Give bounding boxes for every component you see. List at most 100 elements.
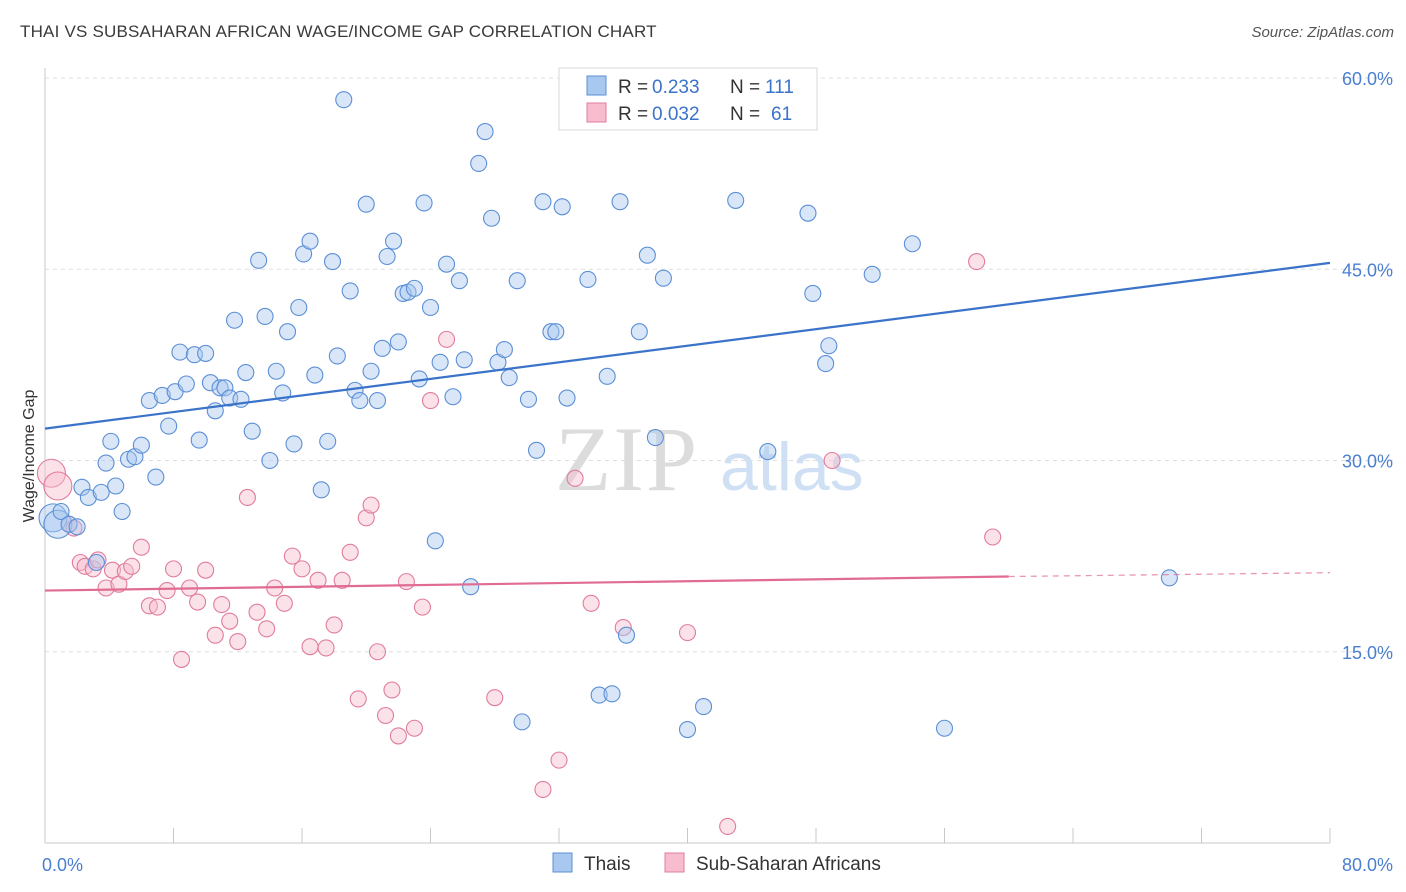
data-point: [319, 432, 337, 450]
watermark-atlas: atlas: [720, 429, 864, 505]
data-point: [450, 272, 468, 290]
data-point: [513, 713, 531, 731]
data-point: [323, 253, 342, 271]
data-point: [426, 532, 444, 550]
data-point: [89, 551, 107, 569]
data-point: [285, 435, 303, 453]
data-point: [863, 265, 881, 283]
data-point: [148, 598, 166, 616]
data-point: [984, 528, 1002, 546]
data-point: [158, 581, 176, 600]
data-point: [455, 351, 473, 369]
data-point: [341, 282, 359, 300]
data-point: [160, 417, 178, 435]
data-point: [317, 639, 335, 657]
trend-line: [44, 261, 1331, 430]
data-point: [368, 643, 387, 661]
data-point: [534, 193, 552, 211]
data-point: [102, 432, 120, 450]
data-point: [968, 253, 986, 271]
data-point: [413, 598, 432, 616]
y-tick-label: 60.0%: [1342, 69, 1393, 89]
series-subsaharan-points: [36, 253, 1002, 835]
y-axis-label: Wage/Income Gap: [21, 390, 38, 523]
data-point: [362, 362, 380, 380]
legend-r-label-thais: R =: [618, 77, 648, 98]
data-point: [389, 333, 407, 351]
data-point: [357, 509, 375, 527]
data-point: [903, 235, 921, 253]
data-point: [312, 481, 330, 499]
data-point: [103, 561, 122, 579]
x-tick-labels: 0.0% 80.0%: [42, 855, 1393, 875]
data-point: [383, 681, 401, 699]
data-point: [278, 323, 297, 341]
data-point: [508, 272, 526, 290]
data-point: [495, 341, 513, 359]
data-point: [678, 720, 697, 739]
data-point: [153, 386, 171, 405]
data-point: [237, 363, 255, 382]
data-point: [164, 560, 183, 578]
series-thais-points: [38, 91, 1178, 739]
data-point: [421, 392, 440, 410]
data-point: [759, 443, 777, 461]
data-point: [250, 251, 268, 269]
data-point: [256, 307, 274, 325]
data-point: [405, 279, 423, 297]
data-point: [500, 369, 518, 387]
correlation-legend: R = 0.233 N = 111 R = 0.032 N = 61: [558, 67, 818, 131]
data-point: [553, 198, 571, 216]
data-point: [333, 571, 351, 589]
data-point: [550, 751, 568, 769]
x-tick-label-min: 0.0%: [42, 855, 83, 875]
data-point: [438, 330, 456, 348]
data-point: [267, 362, 285, 380]
data-point: [486, 689, 504, 707]
bottom-legend-label-thais: Thais: [584, 854, 630, 875]
data-point: [373, 339, 391, 357]
data-point: [719, 817, 737, 835]
watermark: ZIP atlas: [555, 408, 864, 510]
data-point: [132, 436, 150, 454]
data-point: [558, 389, 576, 407]
y-tick-label: 15.0%: [1342, 643, 1393, 663]
data-point: [431, 353, 449, 371]
data-point: [140, 392, 158, 410]
data-point: [351, 392, 369, 410]
data-point: [817, 355, 835, 373]
data-point: [261, 451, 279, 470]
data-point: [935, 719, 954, 737]
source-label: Source: ZipAtlas.com: [1251, 24, 1394, 41]
data-point: [225, 311, 244, 329]
data-point: [385, 232, 403, 250]
data-point: [92, 483, 110, 501]
data-point: [389, 727, 407, 745]
data-point: [213, 596, 231, 614]
gridlines: [45, 77, 1393, 653]
data-point: [206, 626, 224, 644]
data-point: [301, 638, 319, 656]
data-point: [123, 557, 141, 575]
data-point: [579, 270, 597, 289]
data-point: [87, 553, 105, 572]
data-point: [113, 502, 131, 521]
data-point: [362, 496, 380, 514]
data-point: [823, 451, 841, 470]
legend-n-label-subsaharan: N =: [730, 104, 760, 125]
data-point: [325, 616, 343, 634]
data-point: [177, 375, 195, 393]
data-point: [357, 195, 375, 213]
data-point: [421, 298, 440, 317]
data-point: [646, 428, 664, 447]
data-point: [598, 367, 616, 385]
data-point: [630, 323, 648, 341]
data-point: [349, 690, 367, 708]
data-point: [611, 193, 629, 211]
data-point: [547, 323, 565, 341]
legend-n-label-thais: N =: [730, 77, 760, 98]
data-point: [1160, 569, 1178, 587]
data-point: [368, 392, 387, 410]
data-point: [799, 204, 817, 222]
watermark-zip: ZIP: [555, 408, 699, 510]
